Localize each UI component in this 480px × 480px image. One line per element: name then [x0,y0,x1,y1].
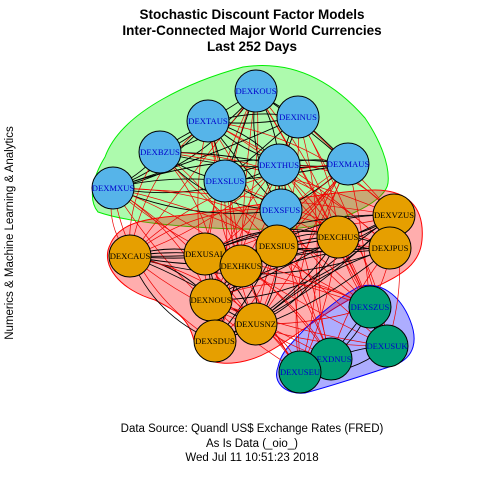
edge-DEXJPUS-DEXUSAL [204,231,391,255]
node-dexthus[interactable]: DEXTHUS [257,143,301,187]
node-label: DEXSLUS [206,176,245,186]
node-label: DEXBZUS [140,147,180,157]
node-dexmaus[interactable]: DEXMAUS [326,142,370,186]
node-label: DEXUSAL [185,249,225,259]
node-dexszus[interactable]: DEXSZUS [348,285,392,329]
title-line-3: Last 252 Days [207,39,297,54]
node-label: DEXHKUS [220,261,261,271]
node-dexhkus[interactable]: DEXHKUS [219,244,263,288]
node-circle [193,319,237,363]
node-layer: DEXKOUS DEXTAUS DEXINUS DEXBZUS DEXTHUS DEXMA… [91,69,416,394]
edge-DEXKOUS-DEXMXUS [112,90,257,189]
node-dexsdus[interactable]: DEXSDUS [193,319,237,363]
node-label: DEXSFUS [262,205,300,215]
edge-DEXMAUS-DEXUSEU [295,163,349,373]
node-label: DEXCAUS [110,251,151,261]
edge-DEXTAUS-DEXNOUS [197,120,212,301]
node-dexusnz[interactable]: DEXUSNZ [234,302,278,346]
node-circle [316,215,360,259]
title-line-2: Inter-Connected Major World Currencies [122,23,381,38]
edge-DEXJPUS-DEXNOUS [210,247,391,301]
node-circle [326,142,370,186]
caption-source: Data Source: Quandl US$ Exchange Rates (… [121,423,384,435]
node-circle [108,234,152,278]
edge-DEXKOUS-DEXCAUS [129,90,257,257]
node-label: DEXUSNZ [236,319,276,329]
node-label: DEXNOUS [190,295,231,305]
node-label: DEXSIUS [259,241,296,251]
node-label: DEXUSEU [280,367,321,377]
node-label: DEXCHUS [318,232,359,242]
node-circle [365,324,409,368]
node-label: DEXMAUS [327,159,370,169]
edge-DEXTAUS-DEXVZUS [207,120,395,216]
node-label: DEXTAUS [188,116,228,126]
caption-timestamp: Wed Jul 11 10:51:23 2018 [185,452,318,464]
edge-DEXKOUS-DEXSZUS [255,90,371,308]
node-dexbzus[interactable]: DEXBZUS [138,130,182,174]
node-circle [219,244,263,288]
node-label: DEXDNUS [310,354,351,364]
node-dexsius[interactable]: DEXSIUS [255,224,299,268]
node-label: DEXTHUS [259,160,299,170]
node-circle [348,285,392,329]
node-label: DEXVZUS [374,210,414,220]
node-dexusuk[interactable]: DEXUSUK [365,324,409,368]
node-dexsfus[interactable]: DEXSFUS [259,188,303,232]
node-circle [278,350,322,394]
node-dexnous[interactable]: DEXNOUS [189,278,233,322]
edge-DEXTAUS-DEXSZUS [207,120,371,308]
node-dexinus[interactable]: DEXINUS [276,95,320,139]
node-dexuseu[interactable]: DEXUSEU [278,350,322,394]
node-label: DEXMXUS [92,183,135,193]
node-circle [203,159,247,203]
node-dexmxus[interactable]: DEXMXUS [91,166,135,210]
node-circle [368,226,412,270]
node-dexchus[interactable]: DEXCHUS [316,215,360,259]
node-dexjpus[interactable]: DEXJPUS [368,226,412,270]
node-circle [138,130,182,174]
title-line-1: Stochastic Discount Factor Models [139,7,364,22]
node-dexslus[interactable]: DEXSLUS [203,159,247,203]
node-dexcaus[interactable]: DEXCAUS [108,234,152,278]
caption-data-note: As Is Data (_oio_) [206,438,298,450]
node-label: DEXJPUS [372,243,409,253]
node-label: DEXSZUS [351,302,390,312]
node-circle [234,69,278,113]
node-dexkous[interactable]: DEXKOUS [234,69,278,113]
node-circle [255,224,299,268]
node-circle [234,302,278,346]
node-label: DEXINUS [279,112,317,122]
node-circle [91,166,135,210]
node-dextaus[interactable]: DEXTAUS [186,99,230,143]
node-circle [257,143,301,187]
y-axis-label: Numerics & Machine Learning & Analytics [4,126,16,340]
node-label: DEXSDUS [195,336,235,346]
edge-DEXMXUS-DEXSZUS [112,187,371,308]
node-circle [186,99,230,143]
edge-DEXMXUS-DEXSDUS [112,187,216,342]
node-label: DEXUSUK [366,341,408,351]
edge-DEXMAUS-DEXDNUS [318,163,349,360]
node-label: DEXKOUS [235,86,276,96]
node-circle [276,95,320,139]
edge-DEXBZUS-DEXMAUS [159,151,349,169]
